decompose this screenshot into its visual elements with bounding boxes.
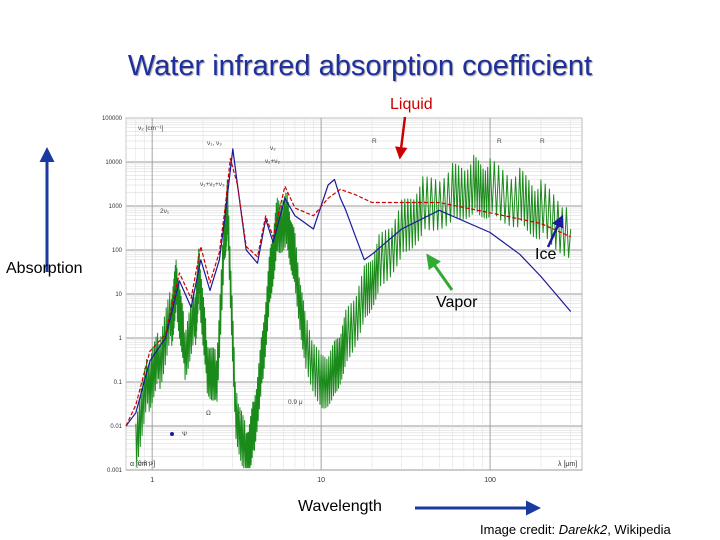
x-axis-label: λ [μm] (558, 461, 577, 468)
figure-annotation: Ω (206, 410, 211, 417)
x-tick-label: 100 (484, 477, 496, 484)
credit-prefix: Image credit: (480, 522, 559, 537)
vapor-pointer (426, 253, 454, 291)
figure-annotation: ν₂ [cm⁻¹] (138, 125, 164, 132)
y-tick-label: 10 (115, 292, 122, 298)
liquid-label: Liquid (390, 96, 433, 113)
tick-labels: 1 10 100 0.001 0.01 0.1 1 10 100 1000 10000 100000 λ… (102, 116, 577, 484)
figure-annotation: 2ν₁ (160, 208, 170, 215)
figure-annotation: ν₁, ν₃ (207, 140, 222, 147)
credit-suffix: , Wikipedia (607, 522, 671, 537)
figure-annotation: R (497, 138, 502, 145)
figure-annotation: ν₁+ν₂ (265, 158, 280, 165)
x-tick-label: 10 (317, 477, 325, 484)
figure-annotation: R (372, 138, 377, 145)
vapor-label: Vapor (436, 294, 478, 311)
figure-annotation: 0.9 μ (288, 399, 303, 406)
ice-label: Ice (535, 246, 557, 263)
vapor-series-line (135, 154, 572, 469)
figure-annotation: ν₂ (270, 145, 276, 152)
figure-annotation: Ψ (182, 431, 187, 438)
figure-annotation: 0.8 μ (138, 460, 153, 467)
series-layer (125, 148, 572, 469)
y-axis-label: α [cm⁻¹] (130, 461, 155, 468)
y-tick-label: 0.1 (114, 380, 123, 386)
chart-title: Water infrared absorption coefficient (127, 50, 593, 82)
liquid-series-line (125, 157, 571, 427)
psi-marker-dot (170, 432, 174, 436)
figure-annotation: R (540, 138, 545, 145)
credit-author: Darekk2 (558, 522, 608, 537)
y-tick-label: 0.01 (110, 424, 122, 430)
image-credit: Image credit: Darekk2, Wikipedia (480, 522, 671, 537)
y-tick-label: 1 (119, 336, 123, 342)
y-tick-label: 100 (112, 248, 123, 254)
liquid-pointer (395, 116, 408, 160)
ice-pointer (546, 214, 564, 248)
x-tick-label: 1 (150, 477, 154, 484)
ice-series-line (125, 148, 572, 427)
y-tick-label: 10000 (105, 160, 122, 166)
y-tick-label: 1000 (109, 204, 123, 210)
figure-annotation: ν₁+ν₂+ν₃ (200, 181, 225, 188)
figure-annotations: ν₂ [cm⁻¹] ν₁, ν₃ ν₂ ν₁+ν₂ ν₁+ν₂+ν₃ 2ν₁ 0.9 μ 0.… (138, 125, 545, 467)
y-tick-label: 0.001 (107, 468, 123, 474)
y-tick-label: 100000 (102, 116, 123, 122)
wavelength-label: Wavelength (298, 498, 382, 515)
absorption-label: Absorption (6, 260, 83, 277)
